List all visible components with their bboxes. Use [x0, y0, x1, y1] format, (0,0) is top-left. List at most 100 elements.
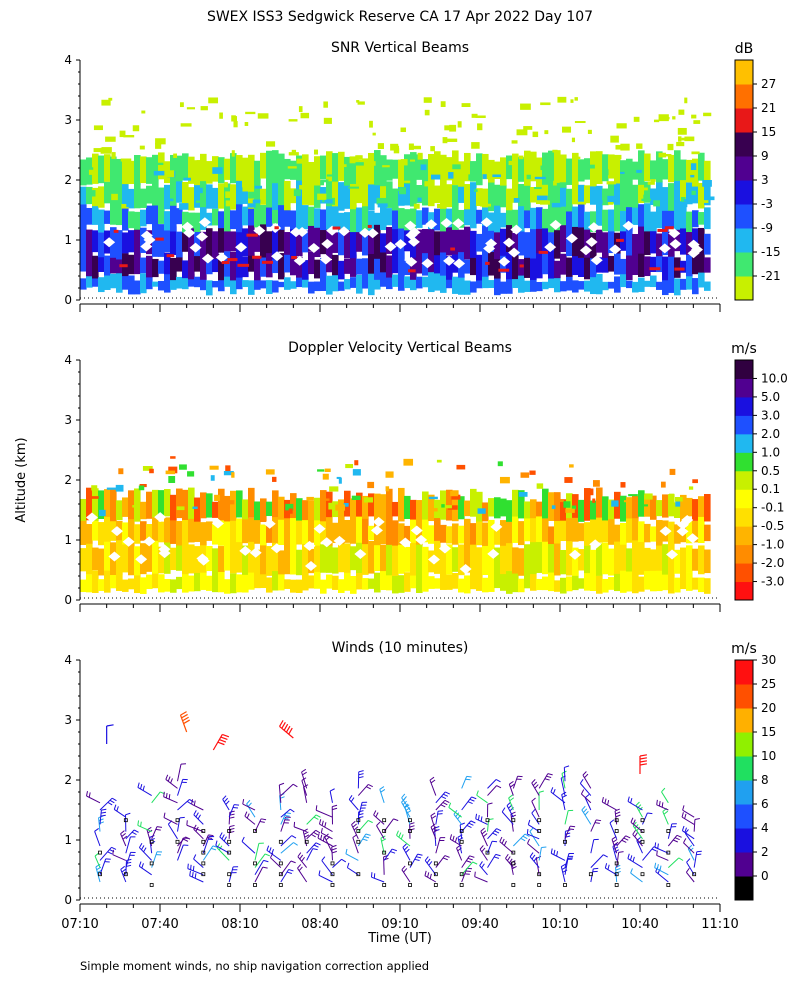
wind-barb [487, 785, 497, 796]
calm-marker [382, 883, 387, 887]
x-tick-label: 09:10 [381, 917, 418, 932]
wind-barb [656, 804, 669, 811]
wind-barb-flag [288, 869, 294, 872]
y-tick-label: 0 [64, 293, 72, 307]
snr-cell [482, 188, 489, 208]
wind-barb-flag [284, 814, 290, 817]
wind-barb-flag [533, 856, 538, 862]
calm-marker [356, 839, 361, 844]
doppler-cell [499, 476, 510, 484]
snr-cell [80, 159, 87, 186]
snr-cell [212, 208, 219, 226]
snr-cell [632, 281, 639, 293]
snr-cell [664, 226, 674, 230]
doppler-cell [626, 566, 633, 592]
doppler-cell [506, 571, 513, 594]
doppler-cell [386, 512, 393, 545]
doppler-cell [686, 572, 693, 591]
doppler-cell [584, 522, 591, 546]
wind-barb-flag [505, 853, 509, 859]
snr-cell [680, 159, 687, 181]
wind-barb-flag [182, 716, 189, 722]
wind-barb-flag [475, 813, 478, 819]
colorbar-swatch [735, 228, 753, 253]
snr-cell [367, 224, 372, 228]
snr-cell [92, 276, 99, 287]
snr-cell [608, 183, 615, 204]
colorbar-swatch [735, 708, 753, 733]
doppler-cell [188, 512, 195, 543]
snr-cell [392, 226, 399, 255]
snr-cell [362, 258, 369, 275]
wind-barb [560, 778, 566, 796]
wind-barb [609, 822, 618, 839]
wind-barb [254, 843, 260, 861]
snr-cell [679, 201, 688, 208]
doppler-cell [698, 545, 705, 575]
wind-barb-flag [656, 864, 659, 870]
wind-barb-flag [379, 786, 385, 790]
snr-cell [236, 270, 243, 290]
wind-barb-flag [509, 780, 514, 785]
snr-cell [638, 150, 645, 185]
snr-cell [524, 232, 531, 258]
colorbar-swatch [735, 452, 753, 472]
colorbar-label: 10.0 [761, 371, 788, 385]
snr-cell [542, 226, 549, 254]
doppler-cell [563, 501, 571, 508]
doppler-cell [104, 489, 111, 517]
doppler-cell [698, 496, 705, 517]
snr-cell [170, 271, 177, 290]
doppler-gap [490, 521, 503, 532]
doppler-cell [686, 519, 693, 544]
doppler-cell [380, 544, 387, 572]
snr-cell [698, 200, 709, 203]
snr-cell [218, 211, 225, 229]
snr-cell [656, 281, 663, 290]
doppler-cell [338, 477, 342, 484]
snr-cell [356, 258, 363, 275]
snr-cell [512, 153, 519, 181]
doppler-cell [529, 470, 536, 475]
doppler-cell [512, 489, 519, 517]
wind-barb-flag [297, 852, 302, 857]
snr-cell [494, 250, 501, 279]
doppler-cell [176, 521, 183, 546]
wind-barb-flag [313, 816, 319, 820]
snr-cell [674, 177, 681, 209]
doppler-cell [584, 544, 591, 574]
doppler-cell [560, 499, 567, 521]
wind-barb-flag [120, 830, 125, 835]
snr-cell [188, 228, 195, 254]
wind-barb-flag [481, 863, 485, 869]
doppler-cell [368, 540, 375, 574]
doppler-cell [436, 459, 442, 463]
doppler-cell [344, 519, 351, 543]
doppler-cell [674, 549, 681, 574]
wind-barb-flag [304, 834, 310, 838]
snr-cell [355, 162, 364, 166]
doppler-cell [518, 578, 525, 593]
doppler-cell [170, 494, 177, 521]
doppler-cell [200, 492, 207, 519]
snr-cell [356, 207, 363, 233]
snr-cell [233, 121, 238, 128]
snr-cell [538, 250, 548, 254]
snr-cell [140, 227, 147, 253]
snr-cell [344, 156, 351, 186]
snr-cell [176, 155, 183, 182]
snr-cell [644, 280, 651, 287]
snr-cell [464, 226, 471, 260]
snr-cell [128, 188, 135, 209]
snr-cell [158, 187, 165, 210]
snr-cell [395, 145, 400, 152]
wind-barb [373, 814, 385, 825]
doppler-cell [152, 489, 159, 518]
snr-cell [540, 102, 551, 106]
wind-barb-flag [529, 852, 534, 857]
snr-gap [622, 220, 635, 231]
doppler-panel-title: Doppler Velocity Vertical Beams [288, 340, 512, 356]
wind-barb [94, 831, 101, 847]
snr-cell [620, 258, 627, 275]
snr-cell [677, 127, 687, 135]
